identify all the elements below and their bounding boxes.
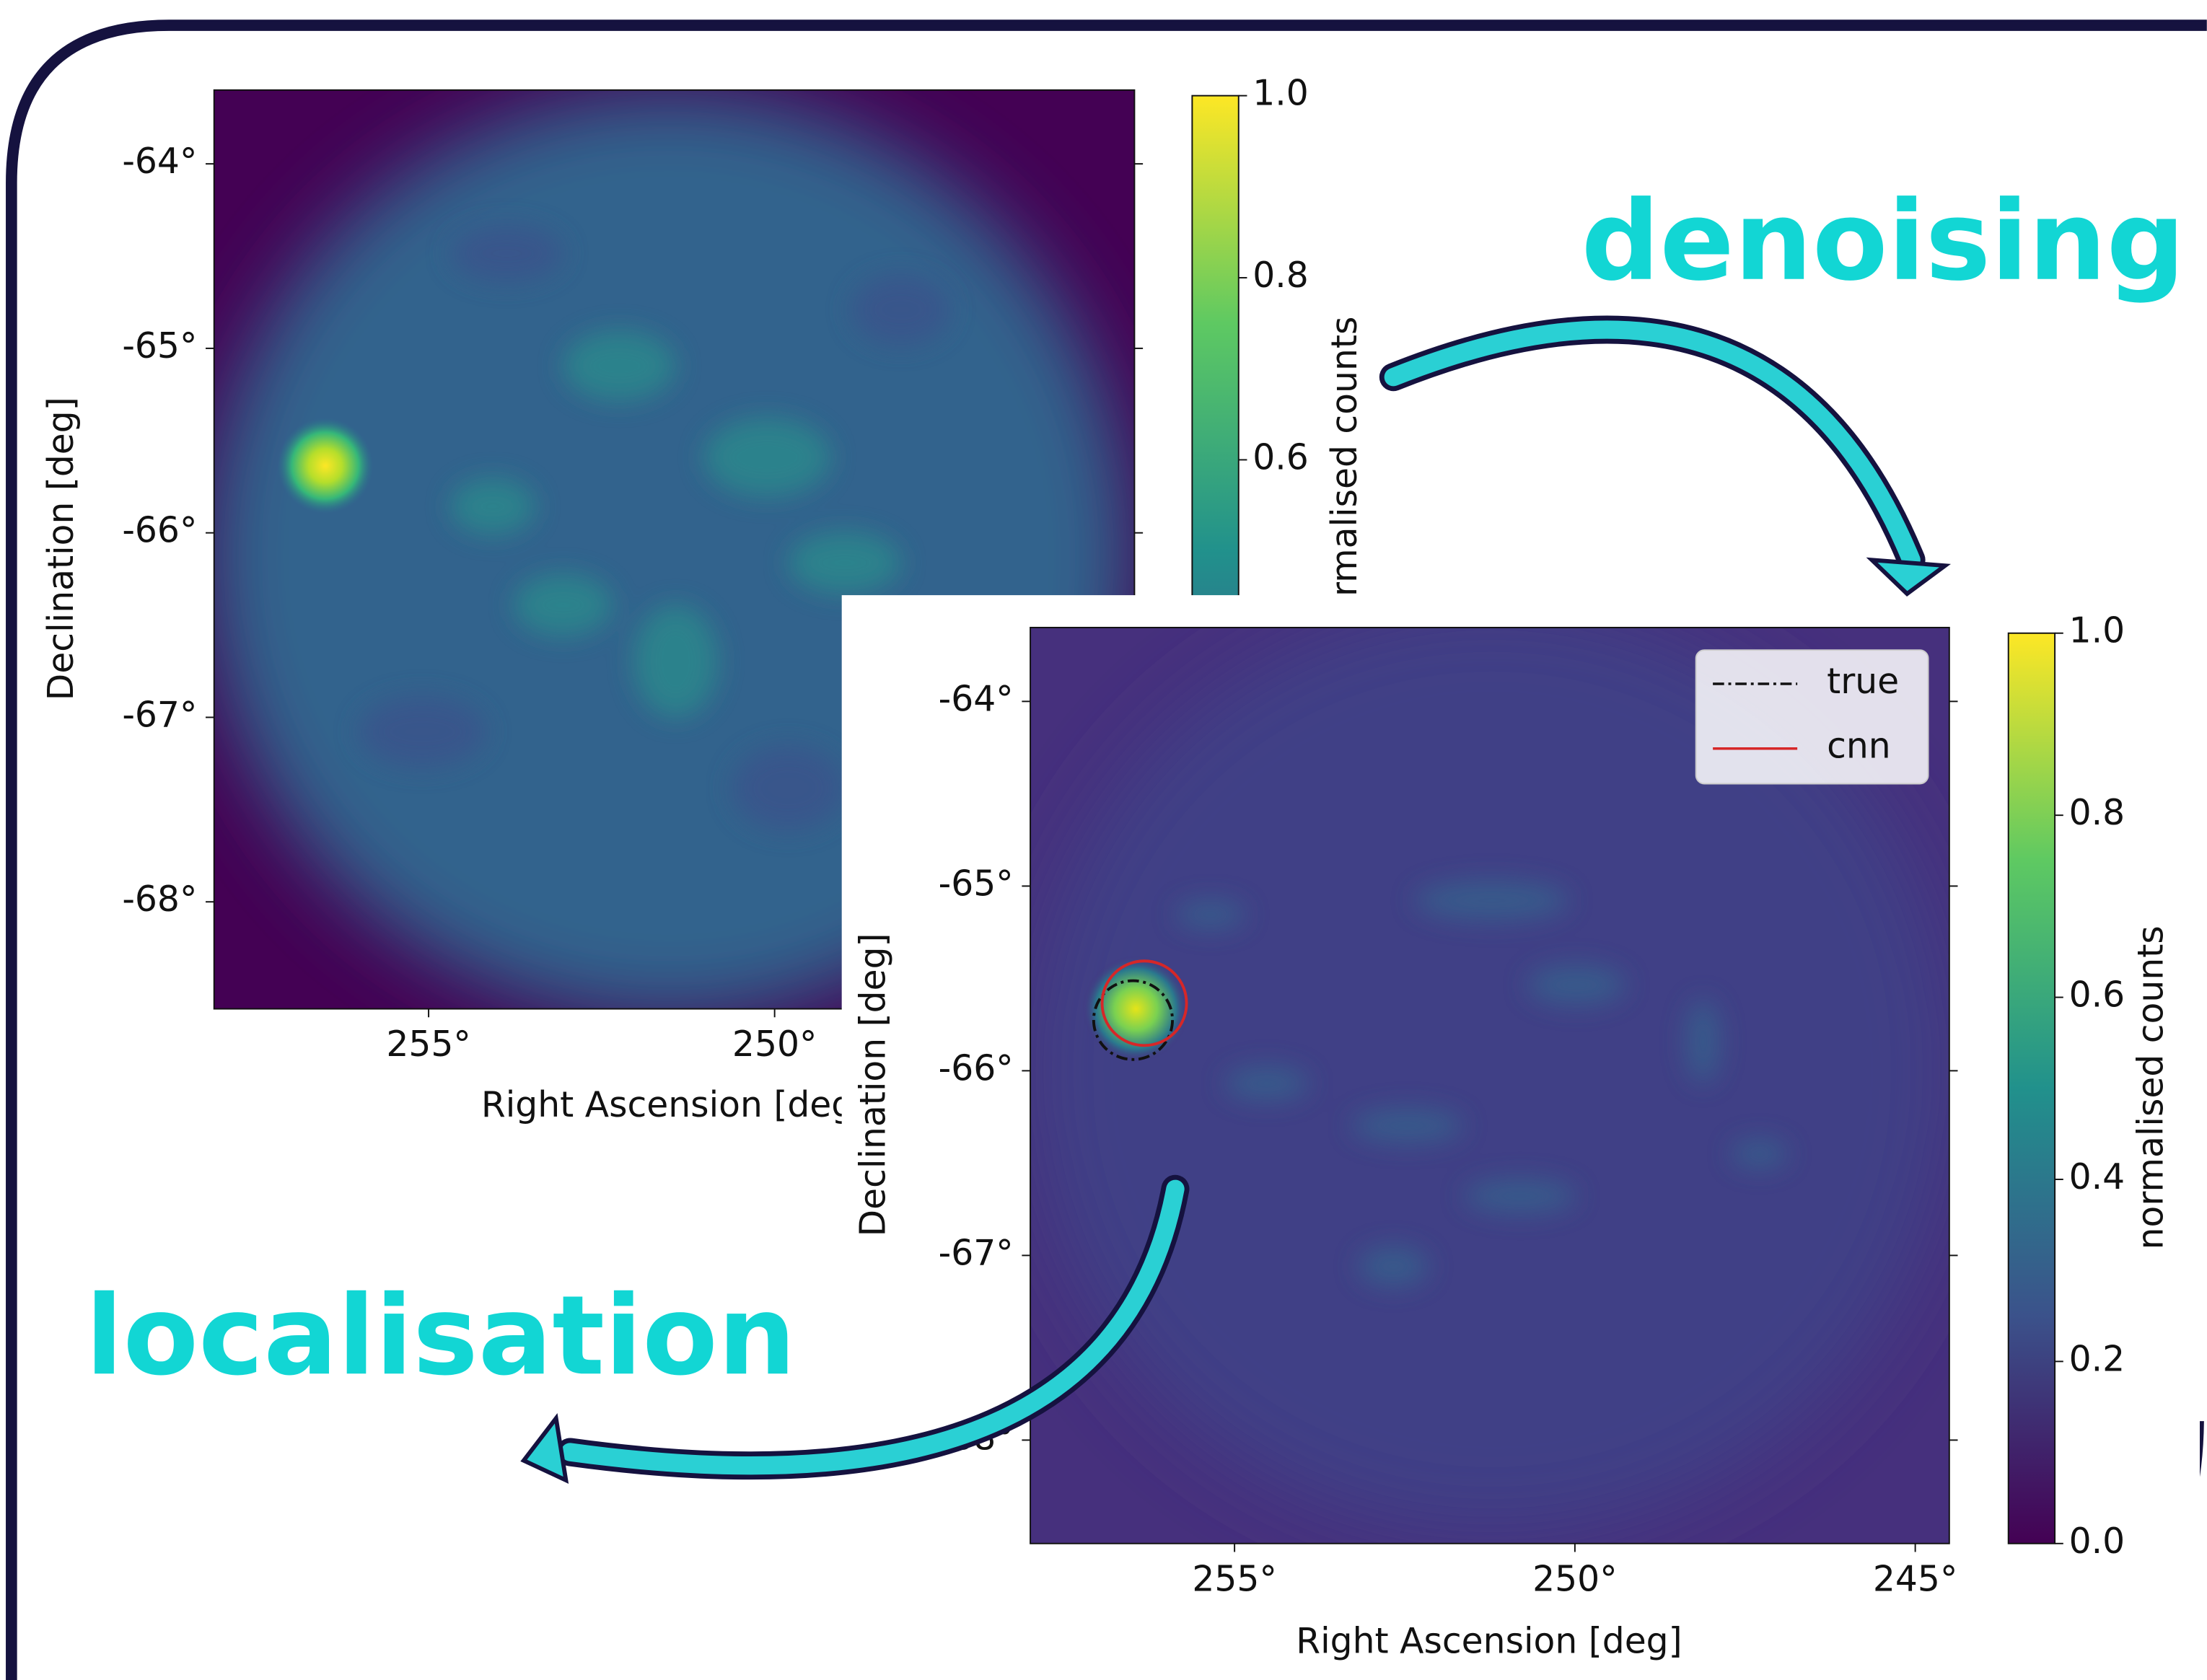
- colorbar-tick-label: 0.0: [2069, 1521, 2125, 1562]
- panel-denoised: -64°-65°-66°-67°-68°255°250°245°Right As…: [842, 595, 2200, 1680]
- y-tick-label: -66°: [939, 1048, 1014, 1089]
- colorbar-tick-label: 0.6: [1252, 437, 1309, 478]
- y-tick-label: -64°: [939, 679, 1014, 719]
- page: {"annotations":{"top":"denoising","botto…: [0, 0, 2207, 1680]
- arrow-outline: [1393, 330, 1911, 560]
- colorbar-tick-label: 0.8: [1252, 255, 1309, 296]
- y-tick-label: -68°: [122, 879, 197, 920]
- annotation: localisation: [85, 1272, 796, 1399]
- legend-label: cnn: [1827, 726, 1891, 767]
- colorbar-tick-label: 0.2: [2069, 1339, 2125, 1379]
- colorbar-tick-label: 0.8: [2069, 793, 2125, 833]
- colorbar-label: normalised counts: [2131, 925, 2172, 1249]
- x-tick-label: 245°: [1873, 1559, 1957, 1599]
- y-tick-label: -65°: [939, 863, 1014, 904]
- x-tick-label: 250°: [732, 1024, 817, 1065]
- arrow-head: [1872, 560, 1945, 594]
- colorbar-label: normalised counts: [1325, 317, 1365, 641]
- y-tick-label: -66°: [122, 511, 197, 551]
- y-tick-label: -64°: [122, 141, 197, 182]
- x-axis-label: Right Ascension [deg]: [481, 1085, 867, 1125]
- annotation: denoising: [1581, 177, 2185, 305]
- colorbar-tick-label: 1.0: [1252, 74, 1309, 114]
- y-axis-label: Declination [deg]: [41, 397, 82, 700]
- y-tick-label: -65°: [122, 326, 197, 366]
- x-axis-label: Right Ascension [deg]: [1296, 1621, 1682, 1661]
- colorbar-tick-label: 1.0: [2069, 611, 2125, 651]
- y-axis-label: Declination [deg]: [854, 933, 894, 1236]
- x-tick-label: 255°: [1192, 1559, 1276, 1599]
- x-tick-label: 250°: [1532, 1559, 1617, 1599]
- y-tick-label: -67°: [122, 695, 197, 735]
- colorbar-tick-label: 0.6: [2069, 975, 2125, 1016]
- arrow-head: [524, 1418, 566, 1480]
- y-tick-label: -67°: [939, 1233, 1014, 1273]
- colorbar: [2009, 633, 2055, 1544]
- x-tick-label: 255°: [386, 1024, 470, 1065]
- legend-label: true: [1827, 661, 1899, 702]
- colorbar-tick-label: 0.4: [2069, 1157, 2125, 1197]
- figure: -64° -65° -66° -67° -68° 255° 250° Right Ascens…: [0, 0, 2207, 1680]
